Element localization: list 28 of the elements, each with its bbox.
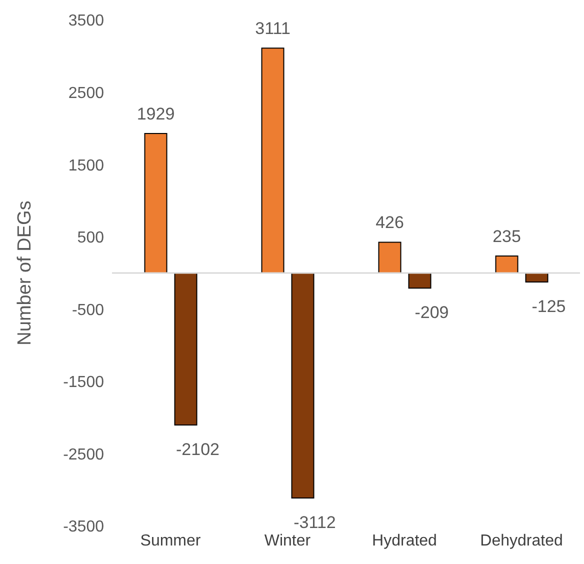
data-label: -125	[532, 297, 566, 316]
y-tick-label: 2500	[68, 84, 104, 102]
y-tick-label: -500	[72, 302, 104, 319]
y-tick-label: -1500	[63, 374, 104, 392]
data-label: 235	[492, 227, 521, 246]
data-label: -209	[414, 303, 449, 322]
data-label: 3111	[255, 19, 290, 38]
y-tick-label: 1500	[68, 157, 104, 174]
data-label: -2102	[176, 440, 220, 459]
y-axis-title: Number of DEGs	[14, 200, 36, 346]
y-tick-label: 500	[77, 230, 104, 247]
bar	[378, 242, 402, 274]
y-tick-label: -2500	[63, 446, 104, 464]
bar	[291, 272, 314, 498]
data-label: -3112	[294, 512, 336, 532]
y-tick-label: 3500	[68, 12, 104, 30]
x-tick-label: Winter	[264, 532, 312, 550]
y-tick-label: -3500	[63, 518, 104, 536]
bar	[174, 272, 198, 426]
x-tick-label: Dehydrated	[480, 532, 563, 550]
data-label: 426	[376, 213, 404, 232]
x-tick-label: Hydrated	[372, 532, 437, 550]
bar	[261, 48, 284, 274]
bar	[408, 272, 432, 289]
bar	[495, 256, 518, 274]
data-label: 1929	[136, 104, 175, 124]
x-tick-label: Summer	[140, 532, 202, 550]
bar	[144, 133, 168, 274]
